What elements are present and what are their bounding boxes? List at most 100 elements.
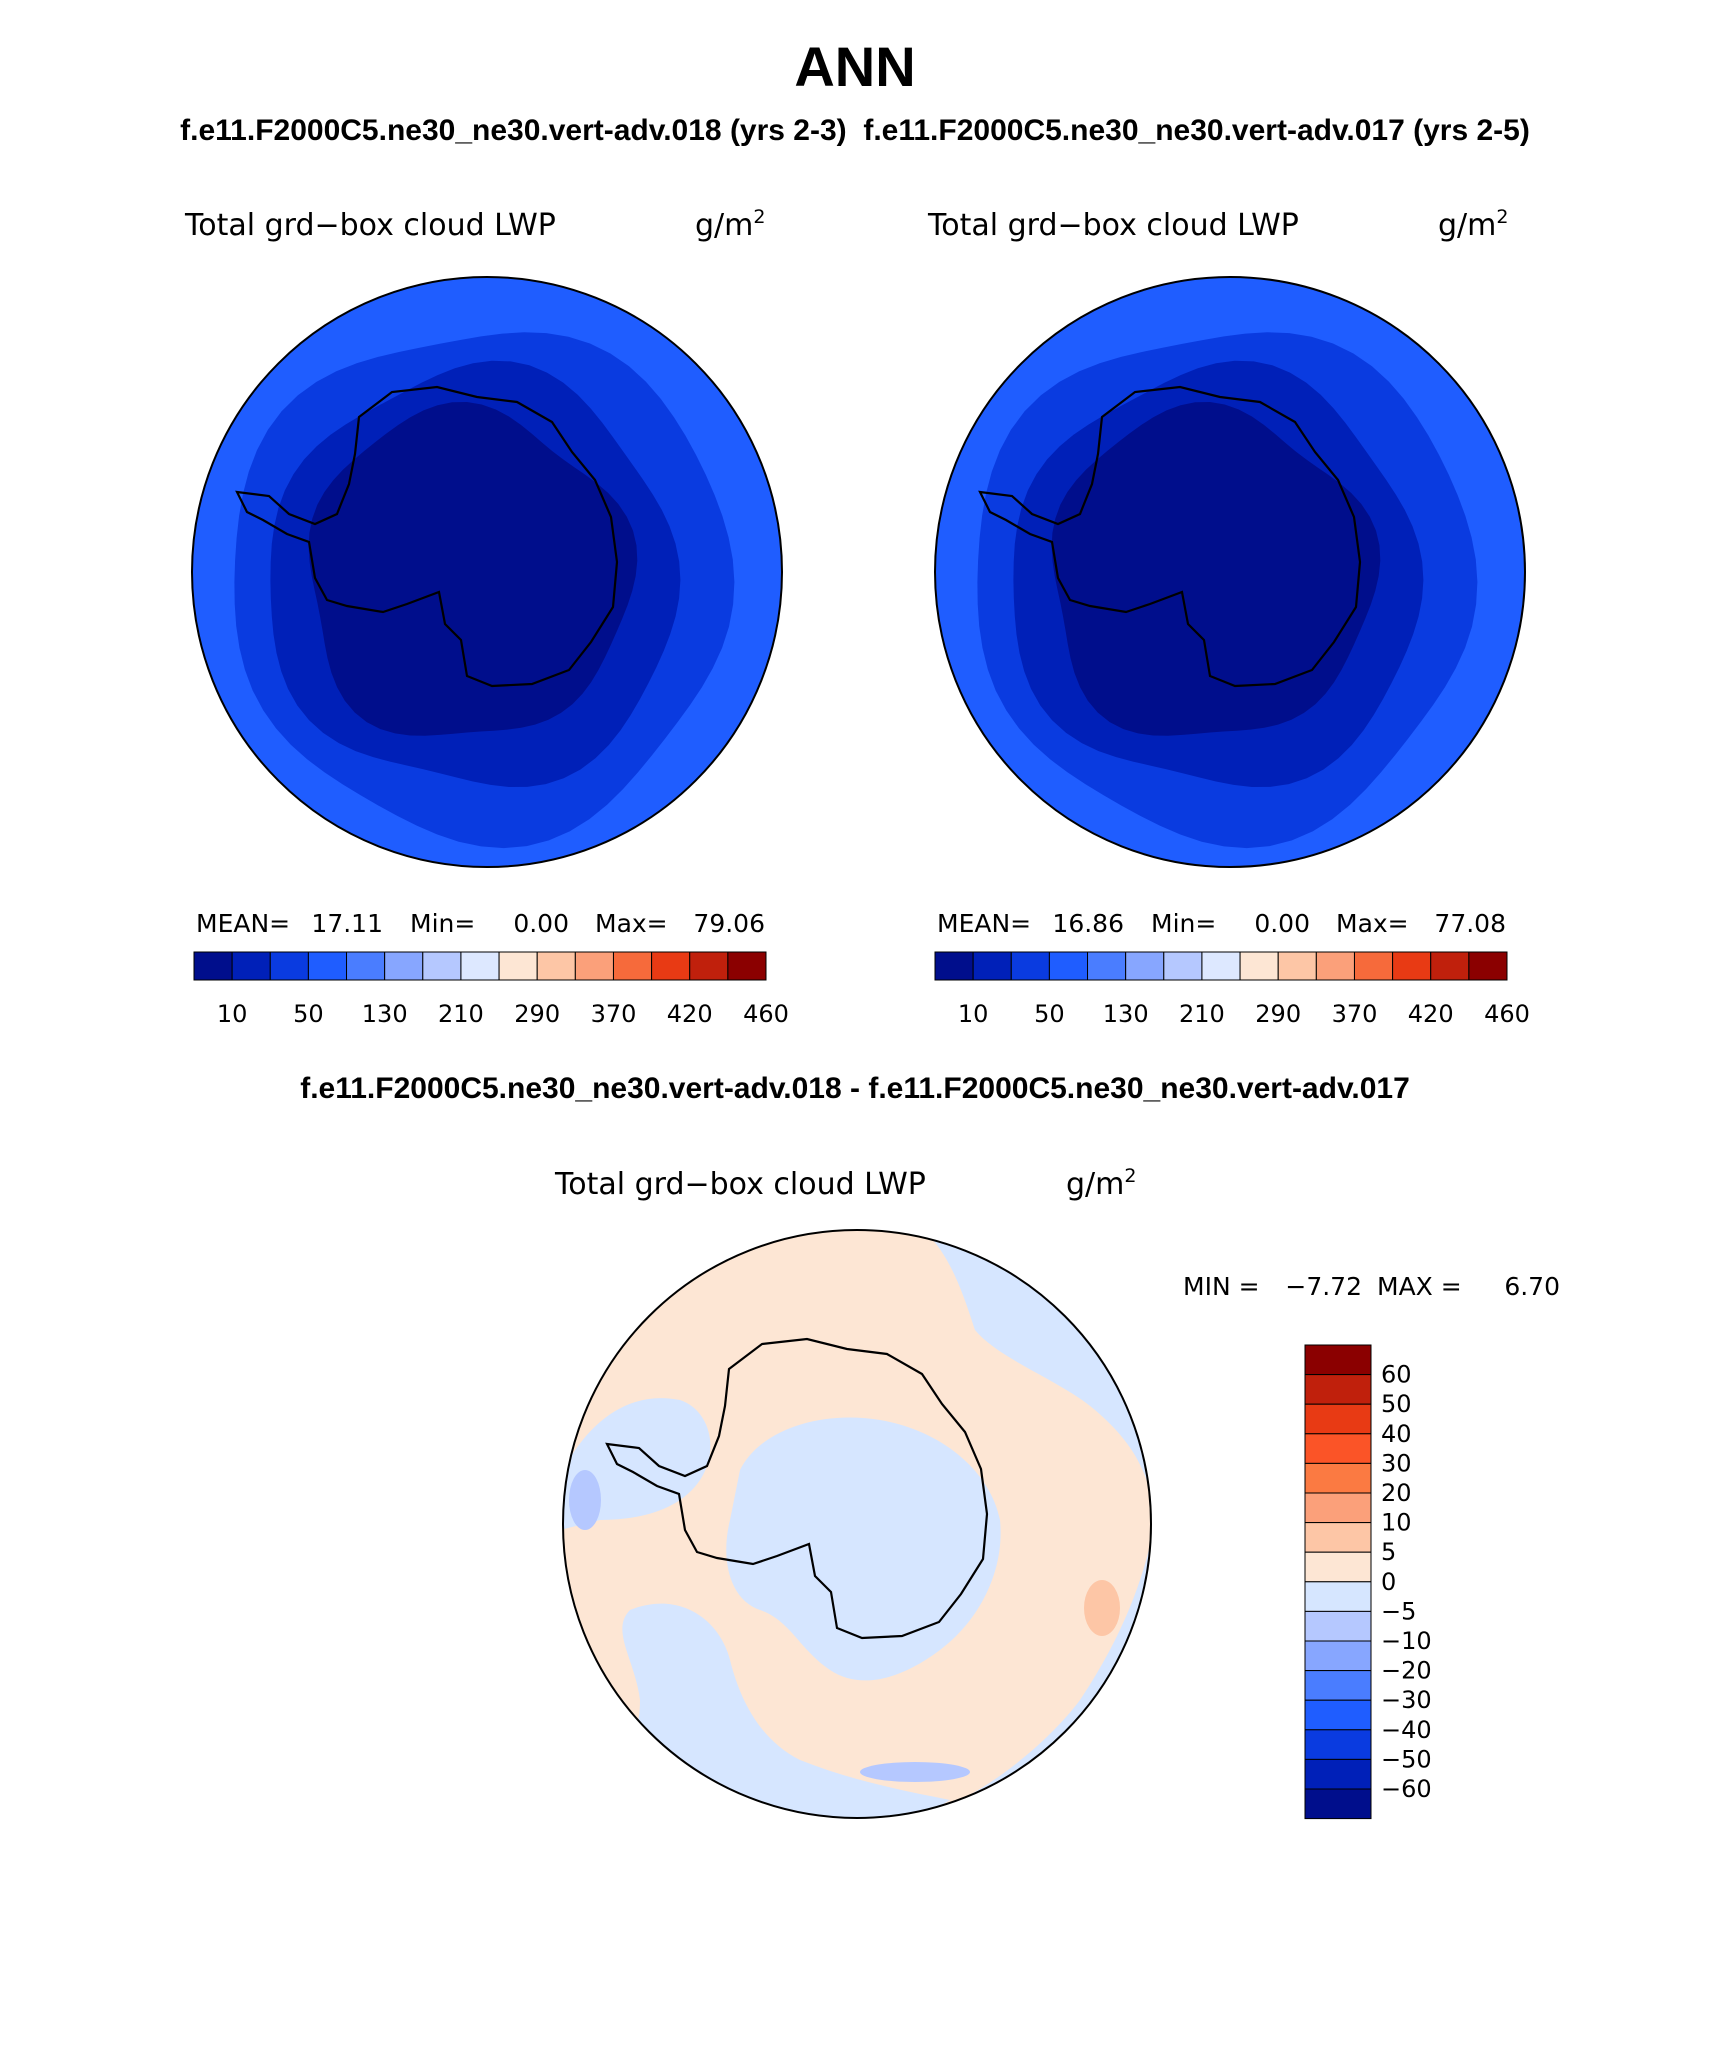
panel-a-colorbar: 10 50 130 210 290 370 420 460 (193, 951, 789, 1028)
panel-a-colorbar-box-14 (689, 951, 729, 981)
diff-negative-region-east (920, 1230, 1151, 1818)
panel-b-colorbar-tick-label: 420 (1408, 1000, 1454, 1028)
diff-stats: MIN = −7.72 MAX = 6.70 (1183, 1272, 1560, 1301)
panel-b-colorbar-tick-label: 290 (1255, 1000, 1301, 1028)
panel-b-min-label: Min= (1151, 909, 1216, 938)
diff-colorbar-tick-label: 0 (1381, 1568, 1396, 1596)
panel-b-colorbar-tick-label: 370 (1332, 1000, 1378, 1028)
panel-b-mean-label: MEAN= (937, 909, 1031, 938)
panel-b-colorbar-box-13 (1392, 951, 1432, 981)
panel-b-max-label: Max= (1336, 909, 1409, 938)
panel-b-map-border (934, 276, 1526, 868)
diff-max-value: 6.70 (1504, 1272, 1560, 1301)
panel-a-stats: MEAN= 17.11 Min= 0.00 Max= 79.06 (196, 909, 765, 938)
diff-colorbar-box-15 (1304, 1758, 1372, 1790)
panel-b-colorbar-box-1 (934, 951, 974, 981)
panel-b-colorbar-tick-label: 10 (958, 1000, 989, 1028)
diff-min-value: −7.72 (1285, 1272, 1362, 1301)
diff-colorbar-box-16 (1304, 1788, 1372, 1820)
panel-a-colorbar-box-5 (346, 951, 386, 981)
diff-colorbar-box-13 (1304, 1699, 1372, 1731)
diff-colorbar-box-7 (1304, 1522, 1372, 1553)
diff-map-border (562, 1229, 1152, 1819)
diff-units: g/m2 (1066, 1165, 1136, 1202)
panel-a-colorbar-tick-label: 210 (438, 1000, 484, 1028)
panel-a-colorbar-box-9 (498, 951, 538, 981)
diff-colorbar-tick-label: −50 (1381, 1745, 1432, 1773)
panel-a-contour-band-4 (308, 402, 638, 736)
panel-a-colorbar-box-3 (269, 951, 309, 981)
diff-colorbar-box-14 (1304, 1729, 1372, 1760)
panel-a-colorbar-box-13 (651, 951, 691, 981)
diff-colorbar-tick-label: −30 (1381, 1686, 1432, 1714)
panel-a-colorbar-tick-label: 370 (591, 1000, 637, 1028)
panel-b-map (934, 276, 1526, 868)
diff-strong-negative-south (860, 1762, 970, 1782)
diff-colorbar-box-2 (1304, 1374, 1372, 1405)
panel-b-colorbar-tick-label: 460 (1484, 1000, 1530, 1028)
panel-a-map-border (191, 276, 783, 868)
panel-b-antarctica-coastline (978, 385, 1362, 688)
diff-strong-negative-west (569, 1470, 601, 1530)
panel-b-colorbar-box-15 (1468, 951, 1508, 981)
panel-b-colorbar-box-14 (1430, 951, 1470, 981)
diff-negative-region-center (726, 1417, 1001, 1681)
panel-a-colorbar-tick-label: 420 (667, 1000, 713, 1028)
diff-positive-east (1084, 1580, 1120, 1636)
panel-a-max-label: Max= (595, 909, 668, 938)
diff-header: f.e11.F2000C5.ne30_ne30.vert-adv.018 - f… (300, 1072, 1410, 1105)
panel-b-colorbar-box-5 (1087, 951, 1127, 981)
diff-map (562, 1229, 1152, 1819)
diff-max-label: MAX = (1377, 1272, 1462, 1301)
panel-a-max-value: 79.06 (693, 909, 765, 938)
diff-colorbar-box-11 (1304, 1640, 1372, 1672)
panel-a-units: g/m2 (695, 206, 765, 243)
panel-a-colorbar-box-1 (193, 951, 233, 981)
diff-colorbar-tick-label: −40 (1381, 1716, 1432, 1744)
panel-b-colorbar-box-7 (1163, 951, 1203, 981)
panel-b-stats: MEAN= 16.86 Min= 0.00 Max= 77.08 (937, 909, 1506, 938)
diff-colorbar-box-1 (1304, 1344, 1372, 1376)
diff-colorbar-tick-label: 10 (1381, 1509, 1412, 1537)
panel-b-colorbar-box-10 (1277, 951, 1317, 981)
panel-a-colorbar-box-12 (612, 951, 653, 981)
diff-colorbar-tick-label: 60 (1381, 1361, 1412, 1389)
diff-colorbar-box-4 (1304, 1433, 1372, 1464)
diff-colorbar-tick-label: −60 (1381, 1775, 1432, 1803)
panel-a-colorbar-box-10 (536, 951, 576, 981)
diff-colorbar-box-8 (1304, 1551, 1372, 1583)
panel-b-colorbar-box-3 (1010, 951, 1050, 981)
diff-colorbar-tick-label: 30 (1381, 1449, 1412, 1477)
panel-a-colorbar-box-15 (727, 951, 767, 981)
panel-b-variable: Total grd−box cloud LWP (927, 208, 1299, 243)
panel-a-min-label: Min= (410, 909, 475, 938)
diff-colorbar-box-3 (1304, 1403, 1372, 1435)
panel-a-variable: Total grd−box cloud LWP (184, 208, 556, 243)
panel-a-colorbar-box-2 (231, 951, 271, 981)
diff-colorbar-tick-label: 5 (1381, 1538, 1396, 1566)
diff-antarctica-coastline (605, 1337, 989, 1640)
panel-a-colorbar-tick-label: 460 (743, 1000, 789, 1028)
panel-b-colorbar-tick-label: 50 (1034, 1000, 1065, 1028)
diff-colorbar-box-6 (1304, 1492, 1372, 1524)
diff-colorbar-tick-label: 20 (1381, 1479, 1412, 1507)
diff-colorbar-tick-label: −5 (1381, 1597, 1416, 1625)
diff-min-label: MIN = (1183, 1272, 1260, 1301)
panel-a-colorbar-box-8 (460, 951, 500, 981)
diff-colorbar-box-12 (1304, 1670, 1372, 1701)
panel-a-map (191, 276, 783, 868)
panel-a-colorbar-tick-label: 290 (514, 1000, 560, 1028)
panel-b-colorbar-tick-label: 210 (1179, 1000, 1225, 1028)
diff-colorbar-tick-label: 40 (1381, 1420, 1412, 1448)
panel-a-colorbar-box-7 (422, 951, 462, 981)
panel-b-colorbar: 10 50 130 210 290 370 420 460 (934, 951, 1530, 1028)
panel-b-contour-band-4 (1051, 402, 1381, 736)
panel-b-colorbar-box-12 (1353, 951, 1394, 981)
diff-colorbar-tick-label: −10 (1381, 1627, 1432, 1655)
panel-b-max-value: 77.08 (1434, 909, 1506, 938)
diff-colorbar-box-9 (1304, 1581, 1372, 1612)
panel-b-min-value: 0.00 (1254, 909, 1310, 938)
diff-colorbar-tick-label: −20 (1381, 1657, 1432, 1685)
panel-a-colorbar-box-4 (307, 951, 348, 981)
